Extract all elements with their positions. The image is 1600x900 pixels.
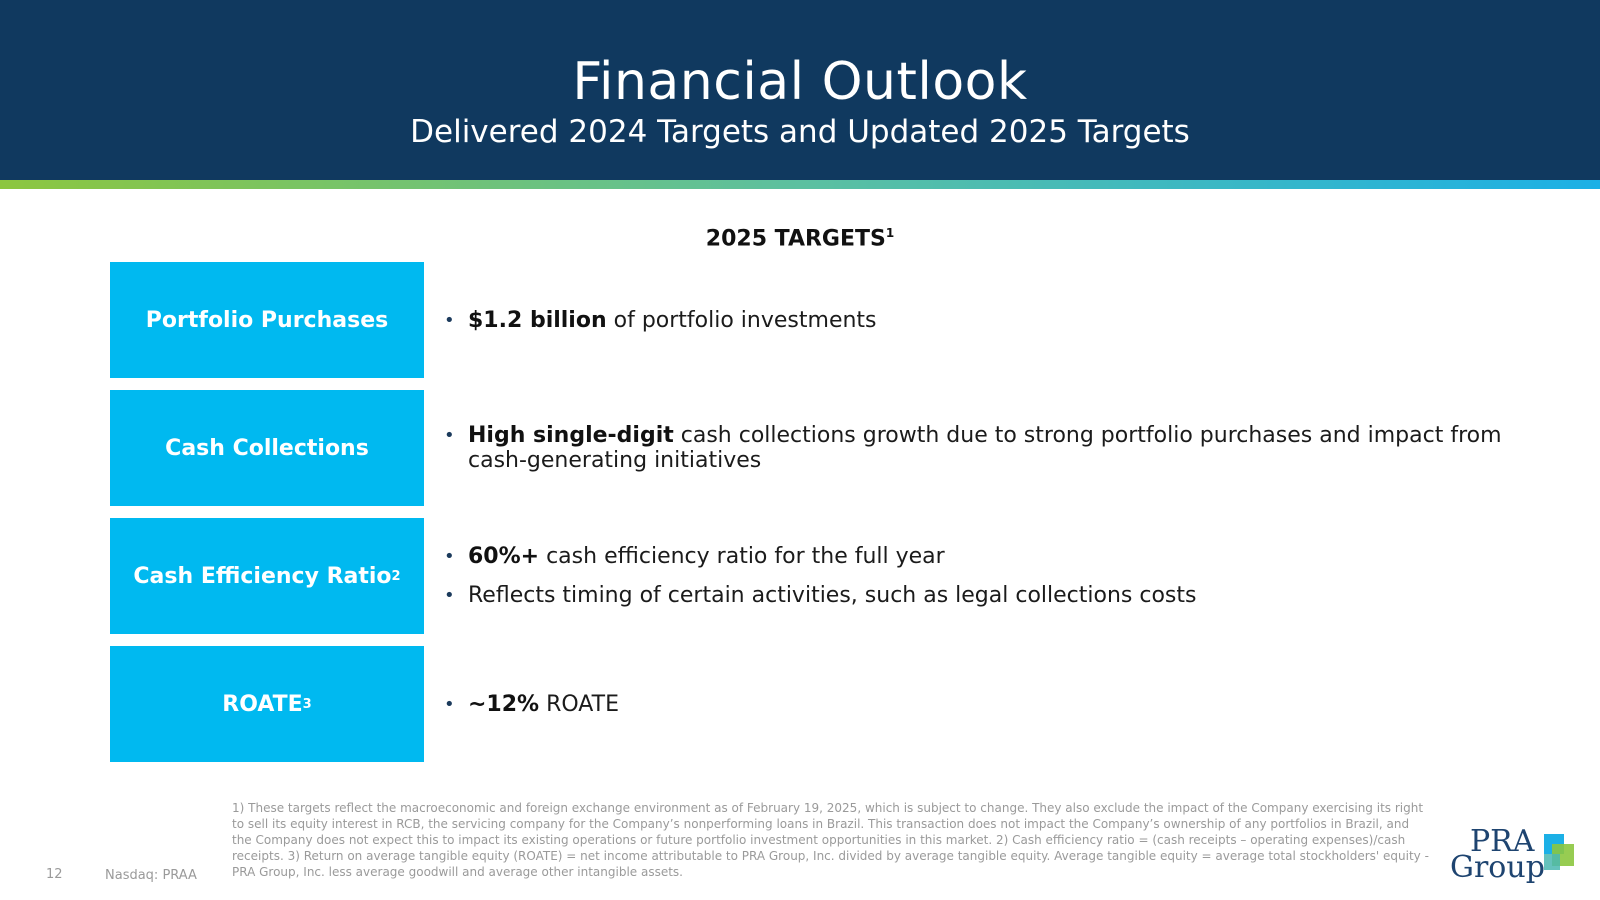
bullet-bold: High single-digit <box>468 423 674 448</box>
target-row-cash-collections: Cash Collections • High single-digit cas… <box>110 390 1510 506</box>
bullet-text: of portfolio investments <box>606 307 877 333</box>
target-bullets: • 60%+ cash efficiency ratio for the ful… <box>444 518 1524 634</box>
target-row-cash-efficiency-ratio: Cash Efficiency Ratio 2 • 60%+ cash effic… <box>110 518 1510 634</box>
bullet-dot-icon: • <box>444 309 455 331</box>
target-bullets: • High single-digit cash collections gro… <box>444 390 1524 506</box>
logo-text-line2: Group <box>1450 850 1545 885</box>
company-logo: PRA Group <box>1448 826 1580 888</box>
bullet-bold: ~12% <box>468 691 540 717</box>
target-row-roate: ROATE 3 • ~12% ROATE <box>110 646 1510 762</box>
target-label-box: Cash Collections <box>110 390 424 506</box>
bullet-bold: $1.2 billion <box>468 307 607 333</box>
target-label-box: Cash Efficiency Ratio 2 <box>110 518 424 634</box>
logo-text-line1: PRA <box>1470 824 1535 859</box>
target-label-footnote-ref: 3 <box>302 696 312 712</box>
target-label-box: Portfolio Purchases <box>110 262 424 378</box>
section-title-text: 2025 TARGETS <box>705 226 886 252</box>
bullet-item: • 60%+ cash efficiency ratio for the ful… <box>444 544 1524 569</box>
target-label-footnote-ref: 2 <box>391 568 401 584</box>
target-bullets: • $1.2 billion of portfolio investments <box>444 262 1524 378</box>
bullet-dot-icon: • <box>444 585 455 606</box>
target-label: Portfolio Purchases <box>145 307 389 333</box>
bullet-item: • $1.2 billion of portfolio investments <box>444 308 1524 333</box>
footnote: 1) These targets reflect the macroeconom… <box>232 801 1429 879</box>
target-label: ROATE <box>222 691 303 717</box>
bullet-text: Reflects timing of certain activities, s… <box>468 583 1197 608</box>
page-subtitle: Delivered 2024 Targets and Updated 2025 … <box>410 114 1190 150</box>
bullet-text: cash efficiency ratio for the full year <box>539 544 945 569</box>
target-label: Cash Collections <box>165 435 369 461</box>
logo-squares-icon <box>1544 834 1574 870</box>
page-number: 12 <box>46 867 63 882</box>
bullet-dot-icon: • <box>444 546 455 567</box>
bullet-item: • High single-digit cash collections gro… <box>444 423 1524 473</box>
section-title: 2025 TARGETS1 <box>0 218 1600 254</box>
target-label: Cash Efficiency Ratio <box>133 563 392 589</box>
header-banner: Financial Outlook Delivered 2024 Targets… <box>0 0 1600 180</box>
bullet-item: • ~12% ROATE <box>444 692 1524 717</box>
bullet-bold: 60%+ <box>468 544 540 569</box>
ticker-label: Nasdaq: PRAA <box>105 868 197 883</box>
target-label-box: ROATE 3 <box>110 646 424 762</box>
bullet-text: cash collections growth due to strong po… <box>468 423 1502 473</box>
section-title-footnote-ref: 1 <box>885 226 895 240</box>
bullet-text: ROATE <box>539 691 619 717</box>
target-row-portfolio-purchases: Portfolio Purchases • $1.2 billion of po… <box>110 262 1510 378</box>
bullet-dot-icon: • <box>444 425 455 446</box>
accent-stripe <box>0 180 1600 189</box>
bullet-item: • Reflects timing of certain activities,… <box>444 583 1524 608</box>
page-title: Financial Outlook <box>572 52 1028 112</box>
bullet-dot-icon: • <box>444 693 455 715</box>
target-bullets: • ~12% ROATE <box>444 646 1524 762</box>
